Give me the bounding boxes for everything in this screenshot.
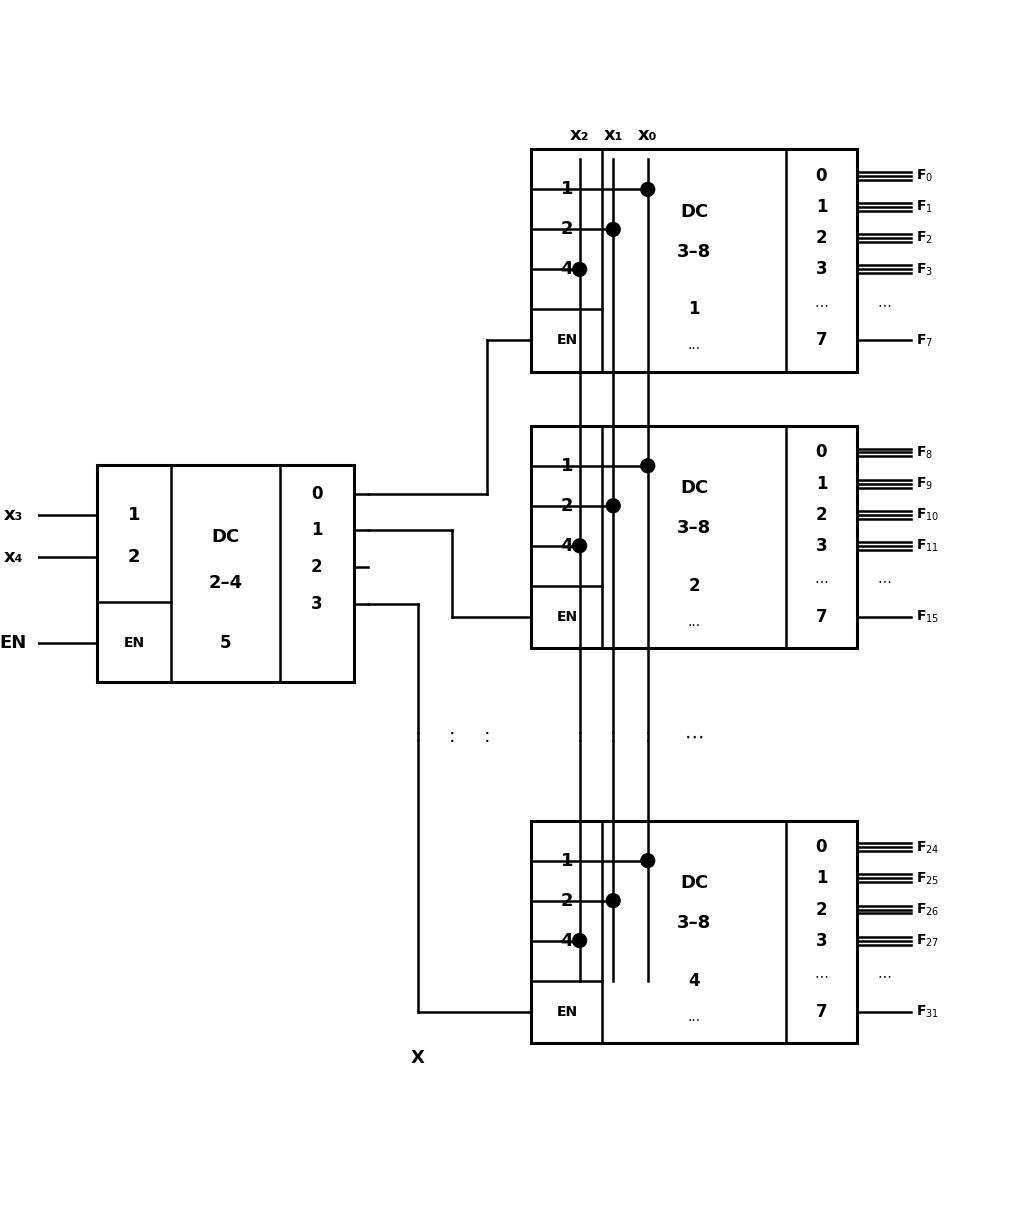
Text: ⋯: ⋯ — [878, 969, 891, 984]
Text: 4: 4 — [688, 972, 700, 990]
Text: 1: 1 — [561, 180, 573, 198]
Text: F$_{15}$: F$_{15}$ — [916, 608, 939, 625]
Text: 5: 5 — [219, 635, 232, 652]
Text: DC: DC — [680, 479, 708, 497]
Text: 2: 2 — [816, 900, 827, 919]
Circle shape — [573, 262, 587, 276]
Text: EN: EN — [557, 1004, 577, 1019]
Text: 2: 2 — [561, 892, 573, 910]
Text: 3–8: 3–8 — [677, 914, 711, 932]
Text: :: : — [449, 728, 456, 746]
Text: EN: EN — [0, 635, 27, 652]
Text: 2: 2 — [816, 506, 827, 524]
Text: 3: 3 — [816, 261, 827, 279]
Text: 1: 1 — [311, 521, 322, 540]
Text: F$_{25}$: F$_{25}$ — [916, 870, 939, 887]
Text: 2: 2 — [816, 229, 827, 247]
Text: 3–8: 3–8 — [677, 243, 711, 261]
Text: x₃: x₃ — [3, 506, 23, 524]
Text: 3–8: 3–8 — [677, 519, 711, 537]
Text: x₂: x₂ — [570, 126, 590, 144]
Text: ···: ··· — [687, 343, 701, 356]
Circle shape — [641, 182, 654, 197]
Text: 0: 0 — [816, 839, 827, 856]
Text: 1: 1 — [816, 474, 827, 492]
Circle shape — [573, 538, 587, 553]
Text: X: X — [411, 1049, 425, 1067]
FancyBboxPatch shape — [531, 821, 857, 1043]
Text: 4: 4 — [561, 537, 573, 555]
Text: F$_{24}$: F$_{24}$ — [916, 839, 939, 856]
Text: :: : — [610, 728, 616, 746]
Text: 2: 2 — [688, 577, 700, 595]
Text: 1: 1 — [561, 852, 573, 869]
Text: 1: 1 — [688, 301, 700, 319]
Text: F$_{2}$: F$_{2}$ — [916, 231, 933, 246]
Text: ⋯: ⋯ — [815, 969, 828, 984]
Text: x₀: x₀ — [638, 126, 658, 144]
Text: 7: 7 — [816, 332, 827, 350]
Text: 3: 3 — [816, 537, 827, 555]
Text: F$_{11}$: F$_{11}$ — [916, 537, 939, 554]
Text: :: : — [644, 728, 651, 746]
Text: 1: 1 — [816, 869, 827, 887]
Text: ⋯: ⋯ — [815, 575, 828, 588]
Text: F$_{27}$: F$_{27}$ — [916, 932, 939, 949]
Text: 2: 2 — [311, 559, 322, 577]
Text: :: : — [484, 728, 490, 746]
Circle shape — [606, 222, 620, 237]
Circle shape — [606, 498, 620, 513]
Text: 0: 0 — [311, 484, 322, 502]
Text: 2: 2 — [561, 497, 573, 514]
Text: :: : — [415, 728, 421, 746]
Text: F$_{26}$: F$_{26}$ — [916, 902, 939, 917]
Text: 1: 1 — [128, 506, 140, 524]
Text: EN: EN — [557, 333, 577, 348]
Text: F$_{1}$: F$_{1}$ — [916, 199, 933, 215]
FancyBboxPatch shape — [97, 466, 354, 682]
Text: 2: 2 — [561, 221, 573, 239]
Text: 3: 3 — [311, 595, 322, 613]
Text: 2–4: 2–4 — [208, 573, 243, 591]
Text: ···: ··· — [687, 1014, 701, 1027]
Text: 0: 0 — [816, 443, 827, 461]
Text: F$_{31}$: F$_{31}$ — [916, 1003, 939, 1020]
Text: DC: DC — [211, 527, 240, 546]
Text: 2: 2 — [128, 548, 140, 566]
Text: F$_{0}$: F$_{0}$ — [916, 168, 933, 185]
Text: ⋯: ⋯ — [684, 728, 704, 746]
FancyBboxPatch shape — [531, 426, 857, 648]
Text: ⋯: ⋯ — [878, 575, 891, 588]
Text: 7: 7 — [816, 608, 827, 625]
Text: 0: 0 — [816, 167, 827, 185]
Text: F$_{7}$: F$_{7}$ — [916, 332, 933, 349]
Text: 1: 1 — [816, 198, 827, 216]
FancyBboxPatch shape — [531, 150, 857, 372]
Text: ⋯: ⋯ — [815, 298, 828, 311]
Circle shape — [641, 459, 654, 473]
Text: F$_{10}$: F$_{10}$ — [916, 507, 939, 523]
Text: DC: DC — [680, 874, 708, 892]
Text: 1: 1 — [561, 456, 573, 474]
Text: 4: 4 — [561, 261, 573, 279]
Text: F$_{8}$: F$_{8}$ — [916, 444, 933, 461]
Text: EN: EN — [557, 610, 577, 624]
Circle shape — [641, 853, 654, 868]
Text: x₁: x₁ — [603, 126, 623, 144]
Text: 3: 3 — [816, 932, 827, 950]
Text: 7: 7 — [816, 1003, 827, 1021]
Text: F$_{9}$: F$_{9}$ — [916, 476, 933, 491]
Circle shape — [573, 934, 587, 947]
Text: ···: ··· — [687, 619, 701, 632]
Text: :: : — [576, 728, 582, 746]
Text: F$_{3}$: F$_{3}$ — [916, 261, 933, 278]
Text: 4: 4 — [561, 932, 573, 950]
Text: ⋯: ⋯ — [878, 298, 891, 311]
Text: EN: EN — [123, 636, 144, 651]
Text: x₄: x₄ — [3, 548, 23, 566]
Circle shape — [606, 893, 620, 908]
Text: DC: DC — [680, 203, 708, 221]
